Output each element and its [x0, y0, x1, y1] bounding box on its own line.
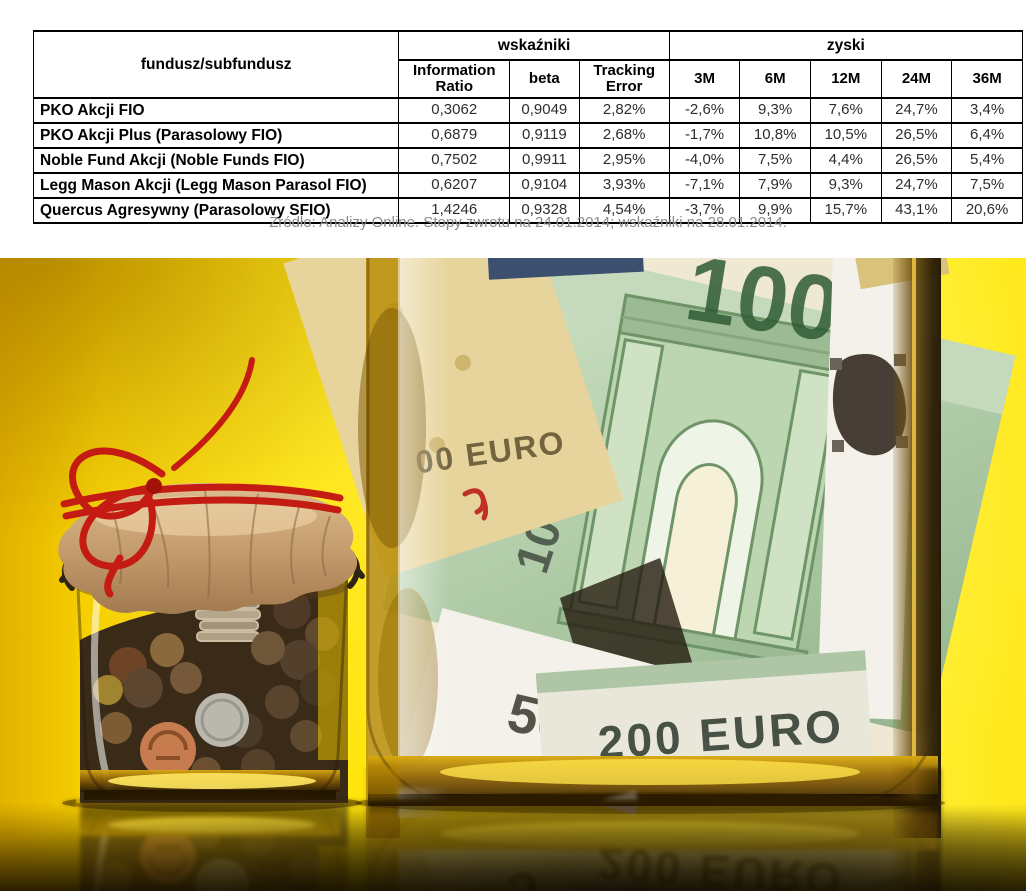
return-12m-cell: 10,5% [809, 122, 882, 149]
red-string [60, 357, 344, 598]
col-group-indicators: wskaźniki [398, 30, 670, 61]
return-3m-cell: -4,0% [668, 147, 741, 174]
information-ratio-cell: 1,4246 [398, 197, 511, 224]
beta-cell: 0,9049 [509, 97, 580, 124]
return-6m-cell: 7,5% [739, 147, 811, 174]
return-36m-cell: 3,4% [951, 97, 1023, 124]
information-ratio-cell: 0,3062 [398, 97, 511, 124]
col-group-profits: zyski [668, 30, 1024, 61]
information-ratio-cell: 0,7502 [398, 147, 511, 174]
return-3m-cell: -3,7% [668, 197, 741, 224]
return-3m-cell: -1,7% [668, 122, 741, 149]
table-row: Legg Mason Akcji (Legg Mason Parasol FIO… [32, 172, 1023, 199]
col-header-beta: beta [509, 59, 580, 99]
return-6m-cell: 9,9% [739, 197, 811, 224]
fund-name-cell: PKO Akcji FIO [32, 97, 400, 124]
tracking-error-cell: 2,68% [578, 122, 670, 149]
return-3m-cell: -2,6% [668, 97, 741, 124]
col-header-12m: 12M [809, 59, 882, 99]
beta-cell: 0,9119 [509, 122, 580, 149]
return-12m-cell: 15,7% [809, 197, 882, 224]
source-note: Źródło: Analizy Online. Stopy zwrotu na … [269, 214, 787, 231]
return-6m-cell: 10,8% [739, 122, 811, 149]
col-header-fund: fundusz/subfundusz [32, 30, 400, 99]
return-24m-cell: 26,5% [880, 122, 953, 149]
return-36m-cell: 5,4% [951, 147, 1023, 174]
return-6m-cell: 9,3% [739, 97, 811, 124]
tracking-error-cell: 2,95% [578, 147, 670, 174]
money-jars-photo: 100 100 [0, 258, 1026, 891]
return-3m-cell: -7,1% [668, 172, 741, 199]
fund-name-cell: PKO Akcji Plus (Parasolowy FIO) [32, 122, 400, 149]
col-header-3m: 3M [668, 59, 741, 99]
glass-right-edge [893, 258, 941, 838]
table-row: Noble Fund Akcji (Noble Funds FIO) 0,750… [32, 147, 1023, 174]
col-header-6m: 6M [739, 59, 811, 99]
glass-left-highlight [398, 258, 450, 818]
funds-table: fundusz/subfundusz wskaźniki zyski Infor… [32, 30, 1024, 224]
return-24m-cell: 24,7% [880, 97, 953, 124]
return-36m-cell: 20,6% [951, 197, 1023, 224]
tracking-error-cell: 2,82% [578, 97, 670, 124]
beta-cell: 0,9328 [509, 197, 580, 224]
table-row: Quercus Agresywny (Parasolowy SFIO) 1,42… [32, 197, 1023, 224]
col-header-24m: 24M [880, 59, 953, 99]
return-36m-cell: 6,4% [951, 122, 1023, 149]
table-row: PKO Akcji FIO 0,3062 0,9049 2,82% -2,6% … [32, 97, 1023, 124]
table-row: PKO Akcji Plus (Parasolowy FIO) 0,6879 0… [32, 122, 1023, 149]
tracking-error-cell: 4,54% [578, 197, 670, 224]
return-36m-cell: 7,5% [951, 172, 1023, 199]
col-header-information-ratio: Information Ratio [398, 59, 511, 99]
col-header-tracking-error: Tracking Error [578, 59, 670, 99]
fund-name-cell: Noble Fund Akcji (Noble Funds FIO) [32, 147, 400, 174]
return-12m-cell: 7,6% [809, 97, 882, 124]
return-24m-cell: 24,7% [880, 172, 953, 199]
table-group-header-row: fundusz/subfundusz wskaźniki zyski [32, 30, 1024, 99]
return-24m-cell: 43,1% [880, 197, 953, 224]
floor-vignette [0, 758, 1026, 891]
table-sub-header-row: Information Ratio beta Tracking Error 3M… [34, 59, 1023, 99]
fund-name-cell: Legg Mason Akcji (Legg Mason Parasol FIO… [32, 172, 400, 199]
return-24m-cell: 26,5% [880, 147, 953, 174]
beta-cell: 0,9911 [509, 147, 580, 174]
information-ratio-cell: 0,6879 [398, 122, 511, 149]
fund-name-cell: Quercus Agresywny (Parasolowy SFIO) [32, 197, 400, 224]
tracking-error-cell: 3,93% [578, 172, 670, 199]
beta-cell: 0,9104 [509, 172, 580, 199]
return-12m-cell: 9,3% [809, 172, 882, 199]
return-6m-cell: 7,9% [739, 172, 811, 199]
information-ratio-cell: 0,6207 [398, 172, 511, 199]
col-header-36m: 36M [951, 59, 1023, 99]
return-12m-cell: 4,4% [809, 147, 882, 174]
string-knot [146, 478, 162, 494]
large-money-jar: 100 100 [366, 258, 941, 838]
